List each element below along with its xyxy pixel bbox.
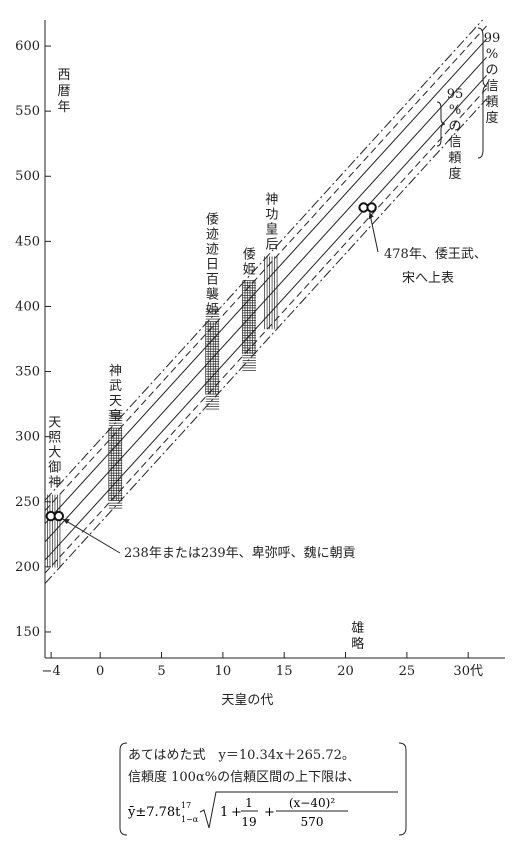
brace-95 [436,101,446,147]
y-axis-label-char: 暦 [57,84,70,99]
label-95-char: 信 [448,135,461,150]
ruler-label-4-char: 神 [265,192,278,207]
label-99-char: 信 [485,79,498,94]
ruler-label-0-char: 大 [48,446,61,461]
formula-line-2: 信頼度 100α%の信頼区間の上下限は、 [128,770,361,785]
x-tick-label: 5 [157,664,165,679]
bottom-label-char: 略 [351,636,364,652]
marker-0-leader [62,518,121,554]
y-tick-label: 350 [15,365,40,380]
y-axis-label-char: 西 [57,68,70,83]
marker-0-label: 238年または239年、卑弥呼、魏に朝貢 [124,545,356,561]
y-tick-label: 450 [15,234,40,249]
label-99-char: の [485,63,498,78]
ruler-label-3-char: 姫 [243,262,256,277]
label-95-char: 95 [447,87,464,102]
rulers [47,256,278,568]
y-tick-label: 150 [15,625,40,640]
marker-1-right-circle [366,202,377,213]
ruler-label-4-char: 功 [265,207,278,222]
formula-box: あてはめた式 y＝10.34x＋265.72。 信頼度 100α%の信頼区間の上… [118,740,408,838]
y-tick-label: 250 [15,495,40,510]
formula-prefix: ȳ±7.78t [127,805,181,820]
y-tick-label: 600 [15,39,40,54]
marker-1-leader [369,212,379,253]
y-axis-label-char: 年 [57,100,70,115]
ruler-label-1-char: 神 [109,364,122,379]
y-tick-label: 400 [15,299,40,314]
ruler-0 [47,494,61,568]
ruler-label-2-char: 姫 [206,303,219,318]
ruler-4 [264,256,278,330]
formula-line-1: あてはめた式 y＝10.34x＋265.72。 [128,748,355,763]
ruler-2 [205,308,220,410]
ruler-label-0-char: 御 [48,461,61,476]
ruler-3 [242,280,256,371]
marker-0-right-circle [53,510,65,522]
ruler-1 [108,410,123,509]
ruler-label-2-char: 迹 [206,243,219,258]
markers [45,202,379,554]
ruler-label-2-char: 倭 [206,213,219,228]
ruler-label-0-char: 照 [48,431,61,446]
label-95-char: 頼 [448,151,461,166]
ruler-label-2-char: 百 [206,273,219,288]
marker-1-arrowhead [368,212,374,220]
ruler-label-1-char: 天 [109,394,122,409]
ruler-label-4-char: 皇 [265,222,278,237]
label-95-char: % [449,103,461,118]
ruler-label-0-char: 神 [48,476,61,491]
label-95-char: 度 [448,166,461,182]
x-tick-label: 10 [215,664,232,679]
x-tick-label: 30代 [453,664,483,679]
formula-brackets [119,742,407,836]
label-99-char: 度 [485,110,498,126]
label-95-char: の [448,119,461,134]
y-tick-label: 500 [15,169,40,184]
x-tick-label: −4 [42,664,61,679]
sqrt-sign [199,791,398,829]
x-axis-label: 天皇の代 [221,693,273,708]
marker-1 [358,202,377,213]
y-tick-label: 300 [15,430,40,445]
frac2-den: 570 [301,815,324,829]
marker-1-label-line-1: 478年、倭王武、 [384,247,487,262]
formula-sub: 1−α [181,815,199,824]
ruler-label-0-char: 天 [48,416,61,431]
ruler-label-2-char: 襲 [206,287,219,303]
ruler-label-3-char: 倭 [243,247,256,262]
brace-99 [477,27,488,159]
ruler-label-2-char: 日 [206,258,219,273]
y-tick-label: 550 [15,104,40,119]
ruler-label-1-char: 皇 [109,409,122,424]
marker-0 [45,510,65,522]
frac2-num: (x−40)² [289,796,335,810]
ruler-label-2-char: 迹 [206,228,219,243]
x-tick-label: 20 [337,664,354,679]
axes: 150 200 250 300 350 400 450 500 550 600 −4 0 5 10 15 20… [15,20,505,679]
band-0-lower [45,98,487,584]
frac1-num: 1 [245,796,253,810]
marker-0-arrowhead [62,519,70,525]
ruler-label-4-char: 后 [265,237,278,252]
bottom-label-char: 雄 [351,621,364,636]
label-99-char: % [486,47,498,62]
formula-one: 1 [220,805,228,820]
formula-line-3: ȳ±7.78t 17 1−α 1 + 1 19 + (x−40)² 570 [127,791,398,829]
formula-plus-1: + [231,805,242,820]
frac1-den: 19 [241,815,256,829]
y-tick-label: 200 [15,560,40,575]
x-tick-label: 0 [96,664,104,679]
formula-plus-2: + [264,805,275,820]
formula-sup: 17 [181,801,191,810]
chart: 150 200 250 300 350 400 450 500 550 600 −4 0 5 10 15 20… [15,20,505,708]
ruler-label-1-char: 武 [109,379,122,394]
x-tick-label: 15 [276,664,293,679]
label-99-char: 99 [484,31,501,46]
label-99-char: 頼 [485,95,498,110]
labels: 天照大御神神武天皇倭迹迹日百襲姫倭姫神功皇后238年または239年、卑弥呼、魏に… [48,27,501,708]
band-0-upper [45,20,484,501]
marker-1-label-line-2: 宋へ上表 [402,271,454,286]
x-tick-label: 25 [399,664,416,679]
